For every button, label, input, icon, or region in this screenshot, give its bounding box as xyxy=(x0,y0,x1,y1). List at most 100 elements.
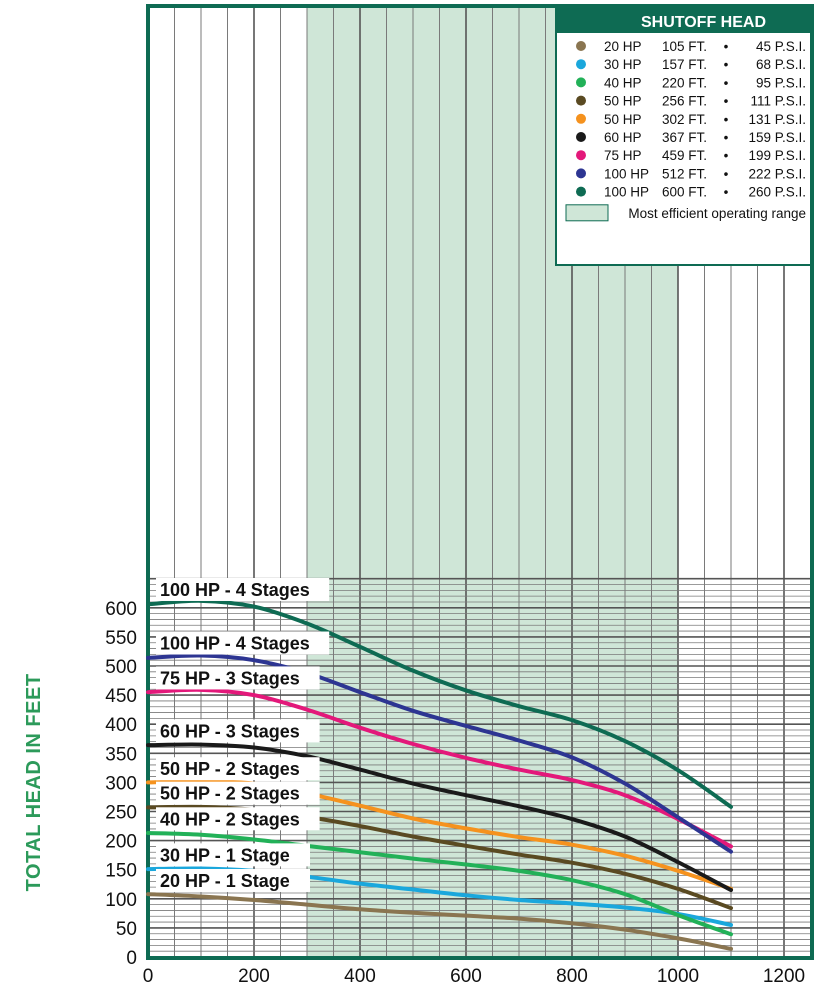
y-tick-label: 150 xyxy=(105,861,137,882)
legend-psi: 111 P.S.I. xyxy=(750,94,806,109)
legend-hp: 75 HP xyxy=(604,148,642,163)
legend-feet: 512 FT. xyxy=(662,166,707,181)
legend-sep: • xyxy=(724,57,729,72)
curve-label-bg xyxy=(156,868,310,892)
curve-label: 60 HP - 3 Stages xyxy=(160,721,300,741)
legend-hp: 50 HP xyxy=(604,94,642,109)
curve-label: 40 HP - 2 Stages xyxy=(160,809,300,829)
legend-psi: 131 P.S.I. xyxy=(748,112,806,127)
legend: SHUTOFF HEAD 20 HP 105 FT. • 45 P.S.I. 30 HP 1… xyxy=(555,6,812,266)
legend-psi: 45 P.S.I. xyxy=(756,39,806,54)
y-tick-label: 250 xyxy=(105,803,137,824)
legend-feet: 220 FT. xyxy=(662,75,707,90)
legend-title-bar xyxy=(556,7,811,33)
series-line xyxy=(146,892,733,951)
legend-hp: 30 HP xyxy=(604,57,642,72)
legend-sep: • xyxy=(724,185,729,200)
legend-sep: • xyxy=(724,94,729,109)
y-tick-label: 200 xyxy=(105,832,137,853)
legend-sep: • xyxy=(724,148,729,163)
y-tick-label: 450 xyxy=(105,686,137,707)
x-tick-label: 200 xyxy=(238,966,270,987)
legend-feet: 157 FT. xyxy=(662,57,707,72)
curve-label: 50 HP - 2 Stages xyxy=(160,759,300,779)
legend-hp: 50 HP xyxy=(604,112,642,127)
legend-feet: 600 FT. xyxy=(662,185,707,200)
y-tick-label: 100 xyxy=(105,890,137,911)
x-tick-label: 400 xyxy=(344,966,376,987)
curve-label: 30 HP - 1 Stage xyxy=(160,845,290,865)
x-tick-label: 1000 xyxy=(657,966,699,987)
curve-label: 20 HP - 1 Stage xyxy=(160,871,290,891)
series-line xyxy=(146,598,733,809)
legend-marker xyxy=(576,95,586,106)
legend-psi: 260 P.S.I. xyxy=(748,185,806,200)
legend-hp: 100 HP xyxy=(604,166,649,181)
y-tick-label: 400 xyxy=(105,715,137,736)
legend-hp: 40 HP xyxy=(604,75,642,90)
legend-marker xyxy=(576,113,586,124)
y-tick-label: 300 xyxy=(105,773,137,794)
legend-feet: 302 FT. xyxy=(662,112,707,127)
y-axis-label: TOTAL HEAD IN FEET xyxy=(23,673,45,891)
legend-marker xyxy=(576,150,586,161)
legend-marker xyxy=(576,59,586,70)
series-line xyxy=(146,653,733,854)
legend-box xyxy=(555,6,812,266)
curve-label: 100 HP - 4 Stages xyxy=(160,634,310,654)
legend-efficient-swatch xyxy=(565,204,609,222)
legend-hp: 20 HP xyxy=(604,39,642,54)
legend-sep: • xyxy=(724,112,729,127)
legend-psi: 159 P.S.I. xyxy=(748,130,806,145)
axis-ticks: 0 200 400 600 800 1000 1200 0 50 100 150 200 250 300 3… xyxy=(105,599,805,987)
curve-label-bg xyxy=(156,666,320,690)
y-tick-label: 50 xyxy=(116,919,137,940)
legend-marker xyxy=(576,77,586,88)
y-tick-label: 350 xyxy=(105,744,137,765)
legend-sep: • xyxy=(724,166,729,181)
curve-label: 50 HP - 2 Stages xyxy=(160,784,300,804)
legend-psi: 222 P.S.I. xyxy=(748,166,806,181)
legend-psi: 199 P.S.I. xyxy=(748,148,806,163)
x-tick-label: 0 xyxy=(143,966,154,987)
legend-marker xyxy=(576,186,586,197)
legend-sep: • xyxy=(724,130,729,145)
legend-marker xyxy=(576,132,586,142)
legend-title: SHUTOFF HEAD xyxy=(641,14,766,31)
x-tick-label: 800 xyxy=(556,966,588,987)
legend-psi: 95 P.S.I. xyxy=(756,75,806,90)
y-tick-label: 600 xyxy=(105,599,137,620)
legend-feet: 459 FT. xyxy=(662,148,707,163)
curve-label-bg xyxy=(156,719,320,743)
curve-label-bg xyxy=(156,757,320,781)
plot-frame xyxy=(146,4,814,960)
legend-marker xyxy=(576,41,586,51)
series-line xyxy=(146,831,733,937)
legend-hp: 100 HP xyxy=(604,185,649,200)
legend-sep: • xyxy=(724,75,729,90)
curve-label-bg xyxy=(156,807,320,831)
series-line xyxy=(146,687,733,849)
curve-labels: 20 HP - 1 Stage 30 HP - 1 Stage 40 HP - 2 … xyxy=(156,577,330,892)
legend-feet: 367 FT. xyxy=(662,130,707,145)
curve-label-bg xyxy=(156,577,330,601)
curve-label-bg xyxy=(156,843,310,867)
legend-marker xyxy=(576,168,586,179)
curve-label-bg xyxy=(156,781,320,805)
legend-psi: 68 P.S.I. xyxy=(756,57,806,72)
y-tick-label: 550 xyxy=(105,628,137,649)
curve-label: 100 HP - 4 Stages xyxy=(160,580,310,600)
x-tick-label: 1200 xyxy=(763,966,805,987)
y-tick-label: 0 xyxy=(126,948,137,969)
legend-sep: • xyxy=(724,39,729,54)
legend-feet: 256 FT. xyxy=(662,94,707,109)
curve-label-bg xyxy=(156,631,330,655)
legend-efficient-label: Most efficient operating range xyxy=(628,206,806,221)
x-tick-label: 600 xyxy=(450,966,482,987)
series-line xyxy=(146,742,733,893)
legend-feet: 105 FT. xyxy=(662,39,707,54)
curve-label: 75 HP - 3 Stages xyxy=(160,668,300,688)
legend-hp: 60 HP xyxy=(604,130,642,145)
y-tick-label: 500 xyxy=(105,657,137,678)
